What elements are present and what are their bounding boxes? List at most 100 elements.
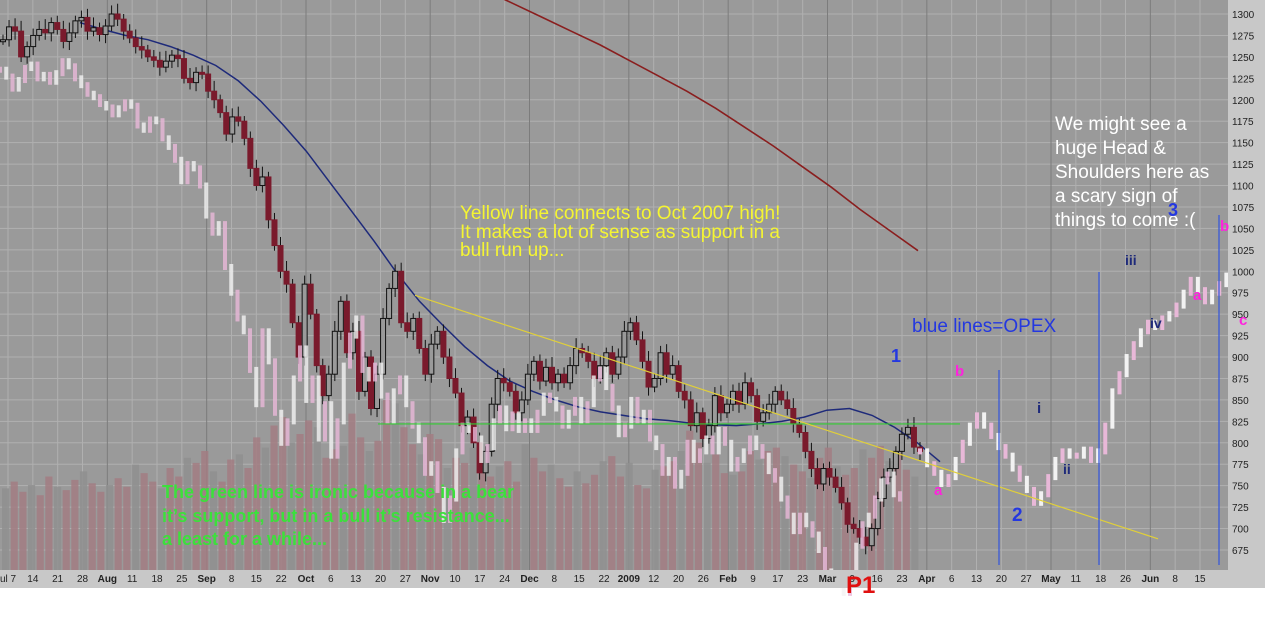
candle-down [663,352,670,375]
candle-up [66,32,73,42]
volume-bar [677,451,685,570]
ghost-candle [410,401,415,429]
ghost-candle [123,99,127,112]
ghost-candle [885,471,890,485]
candle-down [802,432,809,452]
candle-down [235,116,242,122]
ghost-candle [304,345,309,403]
candle-up [723,403,730,414]
price-tick-label: 1025 [1232,246,1255,257]
candle-up [229,116,236,135]
ghost-candle [598,366,602,382]
candle-down [319,365,326,397]
candle-up [651,377,658,388]
volume-bar [157,488,166,570]
ghost-candle [579,396,584,425]
volume-bar [209,471,218,570]
volume-bar [616,476,625,570]
projection-candle [1017,465,1022,482]
projection-candle [1146,319,1150,335]
candle-down [12,26,19,32]
ghost-candle [529,418,534,433]
candle-down [639,339,646,362]
projection-candle [1032,486,1036,506]
candle-down [446,356,453,379]
candle-down [211,90,218,101]
candle-down [174,54,181,60]
ghost-candle [29,61,34,72]
ghost-candle [654,435,659,451]
projection-candle [932,461,937,476]
volume-bar [105,485,114,570]
candle-up [259,176,266,187]
yellow-text-line1: Yellow line connects to Oct 2007 high! [460,203,780,224]
ghost-candle [541,392,546,416]
ghost-candle [710,435,715,455]
date-tick-label: Aug [98,574,117,585]
candle-up [72,20,79,34]
ghost-candle [791,512,796,535]
ghost-candle [154,116,159,125]
ghost-candle [441,486,446,523]
ghost-candle [241,315,246,335]
volume-bar [227,459,235,570]
date-tick-label: 13 [971,574,983,585]
projection-candle [1167,311,1172,322]
volume-bar [357,437,365,570]
candle-down [778,390,785,401]
ghost-candle [166,135,171,150]
price-tick-label: 925 [1232,332,1249,343]
wave-label-iv: iv [1150,315,1162,331]
candle-down [844,502,851,525]
date-tick-label: 28 [77,574,89,585]
date-tick-label: Jun [1141,574,1159,585]
candle-up [410,317,417,332]
candle-up [90,27,97,32]
ghost-candle [448,495,452,523]
volume-bar [547,464,555,570]
green-text-line3: a least for a while... [162,529,327,549]
projection-candle [1188,276,1193,296]
ghost-candle [323,401,327,442]
price-tick-label: 975 [1232,289,1249,300]
volume-bar [287,442,295,570]
date-tick-label: 20 [375,574,387,585]
ghost-candle [860,521,865,549]
date-tick-label: 21 [52,574,64,585]
candle-down [18,30,25,58]
ghost-candle [360,315,365,373]
candle-down [217,99,224,114]
ghost-candle [510,411,515,432]
ghost-candle [135,102,140,129]
ghost-candle [473,426,477,442]
candle-up [621,330,628,358]
date-tick-label: 17 [772,574,784,585]
candle-up [868,528,875,547]
projection-candle [967,422,972,446]
volume-bar [512,481,521,570]
ghost-candle [810,521,815,538]
volume-bar [235,454,243,570]
volume-bar [538,471,547,570]
volume-bar [764,451,772,570]
candle-down [910,426,917,448]
volume-bar [833,466,841,570]
ghost-candle [291,375,296,425]
candle-down [96,27,103,36]
white-text-line3: Shoulders here as [1055,162,1209,183]
volume-bar [469,447,477,570]
ghost-candle [460,422,465,455]
candle-up [30,34,37,48]
candle-up [6,26,13,41]
volume-bar [556,478,564,570]
date-tick-label: 15 [251,574,263,585]
volume-bar [573,471,581,570]
date-tick-label: Nov [421,574,440,585]
ghost-candle [210,212,215,236]
candle-down [609,352,616,375]
ghost-candle [679,469,684,489]
volume-bar [755,459,763,570]
ghost-candle [160,118,165,142]
ghost-candle [623,422,627,438]
